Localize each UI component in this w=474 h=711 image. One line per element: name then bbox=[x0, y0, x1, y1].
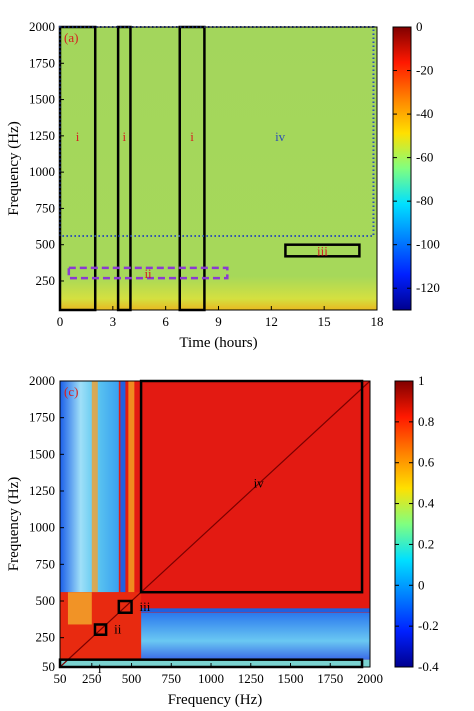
x-tick-label: 9 bbox=[215, 314, 222, 329]
region-iii-box bbox=[117, 599, 133, 614]
heat-streak bbox=[91, 381, 98, 593]
x-tick-label: 15 bbox=[318, 314, 331, 329]
y-tick-label: 1000 bbox=[29, 520, 55, 535]
x-tick-label: 50 bbox=[54, 671, 67, 686]
x-tick-label: 750 bbox=[162, 671, 182, 686]
region-i-label: i bbox=[76, 129, 80, 144]
panel-c-y-label: Frequency (Hz) bbox=[6, 477, 22, 572]
x-tick-label: 0 bbox=[57, 314, 64, 329]
region-i-label: i bbox=[122, 129, 126, 144]
colorbar-tick-label: -20 bbox=[416, 63, 433, 78]
colorbar-tick-label: -60 bbox=[416, 150, 433, 165]
panel-c-x-ticks: 50 250 500 750 1000 1250 1500 1750 2000 bbox=[54, 663, 383, 686]
y-tick-label: 1750 bbox=[29, 55, 55, 70]
region-iv-label: iv bbox=[254, 476, 265, 491]
x-tick-label: 250 bbox=[82, 671, 102, 686]
x-tick-label: 1500 bbox=[278, 671, 304, 686]
panel-c-colorbar-ticks: 1 0.8 0.6 0.4 0.2 0 -0.2 -0.4 bbox=[395, 373, 439, 674]
region-ii-box bbox=[93, 623, 108, 636]
y-tick-label: 500 bbox=[36, 237, 56, 252]
region-iii-label: iii bbox=[317, 243, 328, 258]
heat-low-rows bbox=[141, 612, 370, 660]
region-i-label: i bbox=[190, 129, 194, 144]
x-tick-label: 1250 bbox=[238, 671, 264, 686]
colorbar-tick-label: -40 bbox=[416, 106, 433, 121]
colorbar-tick-label: 0 bbox=[416, 19, 423, 34]
colorbar-tick-label: 0 bbox=[418, 577, 425, 592]
y-tick-label: 750 bbox=[36, 556, 56, 571]
panel-a-colorbar bbox=[392, 26, 412, 311]
heat-streak bbox=[141, 608, 370, 613]
panel-a-tag: (a) bbox=[64, 30, 78, 45]
colorbar-tick-label: -80 bbox=[416, 193, 433, 208]
y-tick-label: 2000 bbox=[29, 19, 55, 34]
region-ii-box bbox=[67, 266, 229, 280]
colorbar-tick-label: -0.2 bbox=[418, 618, 439, 633]
panel-c-y-ticks: 50 250 500 750 1000 1250 1500 1750 2000 bbox=[29, 373, 64, 674]
x-tick-label: 500 bbox=[122, 671, 142, 686]
panel-a-y-label: Frequency (Hz) bbox=[6, 121, 22, 216]
y-tick-label: 500 bbox=[36, 593, 56, 608]
heat-low-block-warm bbox=[67, 592, 92, 625]
heat-bottom-band bbox=[60, 659, 370, 667]
y-tick-label: 50 bbox=[42, 659, 55, 674]
x-tick-label: 3 bbox=[110, 314, 117, 329]
region-iii-box bbox=[284, 243, 361, 258]
heat-low-columns bbox=[60, 381, 119, 593]
y-tick-label: 250 bbox=[36, 273, 56, 288]
panel-a-x-ticks: 0 3 6 9 12 15 18 bbox=[57, 306, 384, 329]
colorbar-tick-label: 0.8 bbox=[418, 414, 434, 429]
y-tick-label: 1750 bbox=[29, 410, 55, 425]
heat-streak bbox=[128, 381, 135, 593]
colorbar-tick-label: -100 bbox=[416, 237, 440, 252]
panel-a-heatmap bbox=[60, 27, 377, 310]
region-ii-label: ii bbox=[114, 622, 122, 637]
y-tick-label: 1500 bbox=[29, 92, 55, 107]
heat-streak bbox=[120, 381, 126, 593]
x-tick-label: 1000 bbox=[198, 671, 224, 686]
x-tick-label: 12 bbox=[265, 314, 278, 329]
y-tick-label: 1250 bbox=[29, 483, 55, 498]
colorbar-tick-label: 0.6 bbox=[418, 455, 435, 470]
y-tick-label: 1250 bbox=[29, 128, 55, 143]
x-tick-label: 1750 bbox=[317, 671, 343, 686]
x-tick-label: 18 bbox=[371, 314, 384, 329]
panel-c-frame bbox=[59, 380, 371, 668]
y-tick-label: 750 bbox=[36, 200, 56, 215]
colorbar-tick-label: -0.4 bbox=[418, 659, 439, 674]
y-tick-label: 250 bbox=[36, 630, 56, 645]
panel-a-y-ticks: 250 500 750 1000 1250 1500 1750 2000 bbox=[29, 19, 64, 288]
colorbar-tick-label: 0.4 bbox=[418, 496, 435, 511]
y-tick-label: 2000 bbox=[29, 373, 55, 388]
panel-c-heatmap bbox=[59, 380, 371, 668]
y-tick-label: 1000 bbox=[29, 164, 55, 179]
x-tick-label: 2000 bbox=[357, 671, 383, 686]
region-iii-label: iii bbox=[140, 599, 151, 614]
region-ii-label: ii bbox=[144, 266, 152, 281]
y-tick-label: 1500 bbox=[29, 446, 55, 461]
colorbar-tick-label: -120 bbox=[416, 280, 440, 295]
colorbar-tick-label: 0.2 bbox=[418, 536, 434, 551]
x-tick-label: 6 bbox=[162, 314, 169, 329]
panel-c-tag: (c) bbox=[64, 384, 78, 399]
panel-c-x-label: Frequency (Hz) bbox=[168, 692, 263, 708]
panel-a-x-label: Time (hours) bbox=[179, 335, 257, 351]
heat-diagonal bbox=[59, 380, 371, 668]
region-i-label: i bbox=[98, 661, 102, 676]
colorbar-tick-label: 1 bbox=[418, 373, 425, 388]
panel-c-colorbar bbox=[394, 380, 414, 668]
panel-a-colorbar-ticks: 0 -20 -40 -60 -80 -100 -120 bbox=[393, 19, 440, 295]
region-iv-label: iv bbox=[275, 129, 286, 144]
